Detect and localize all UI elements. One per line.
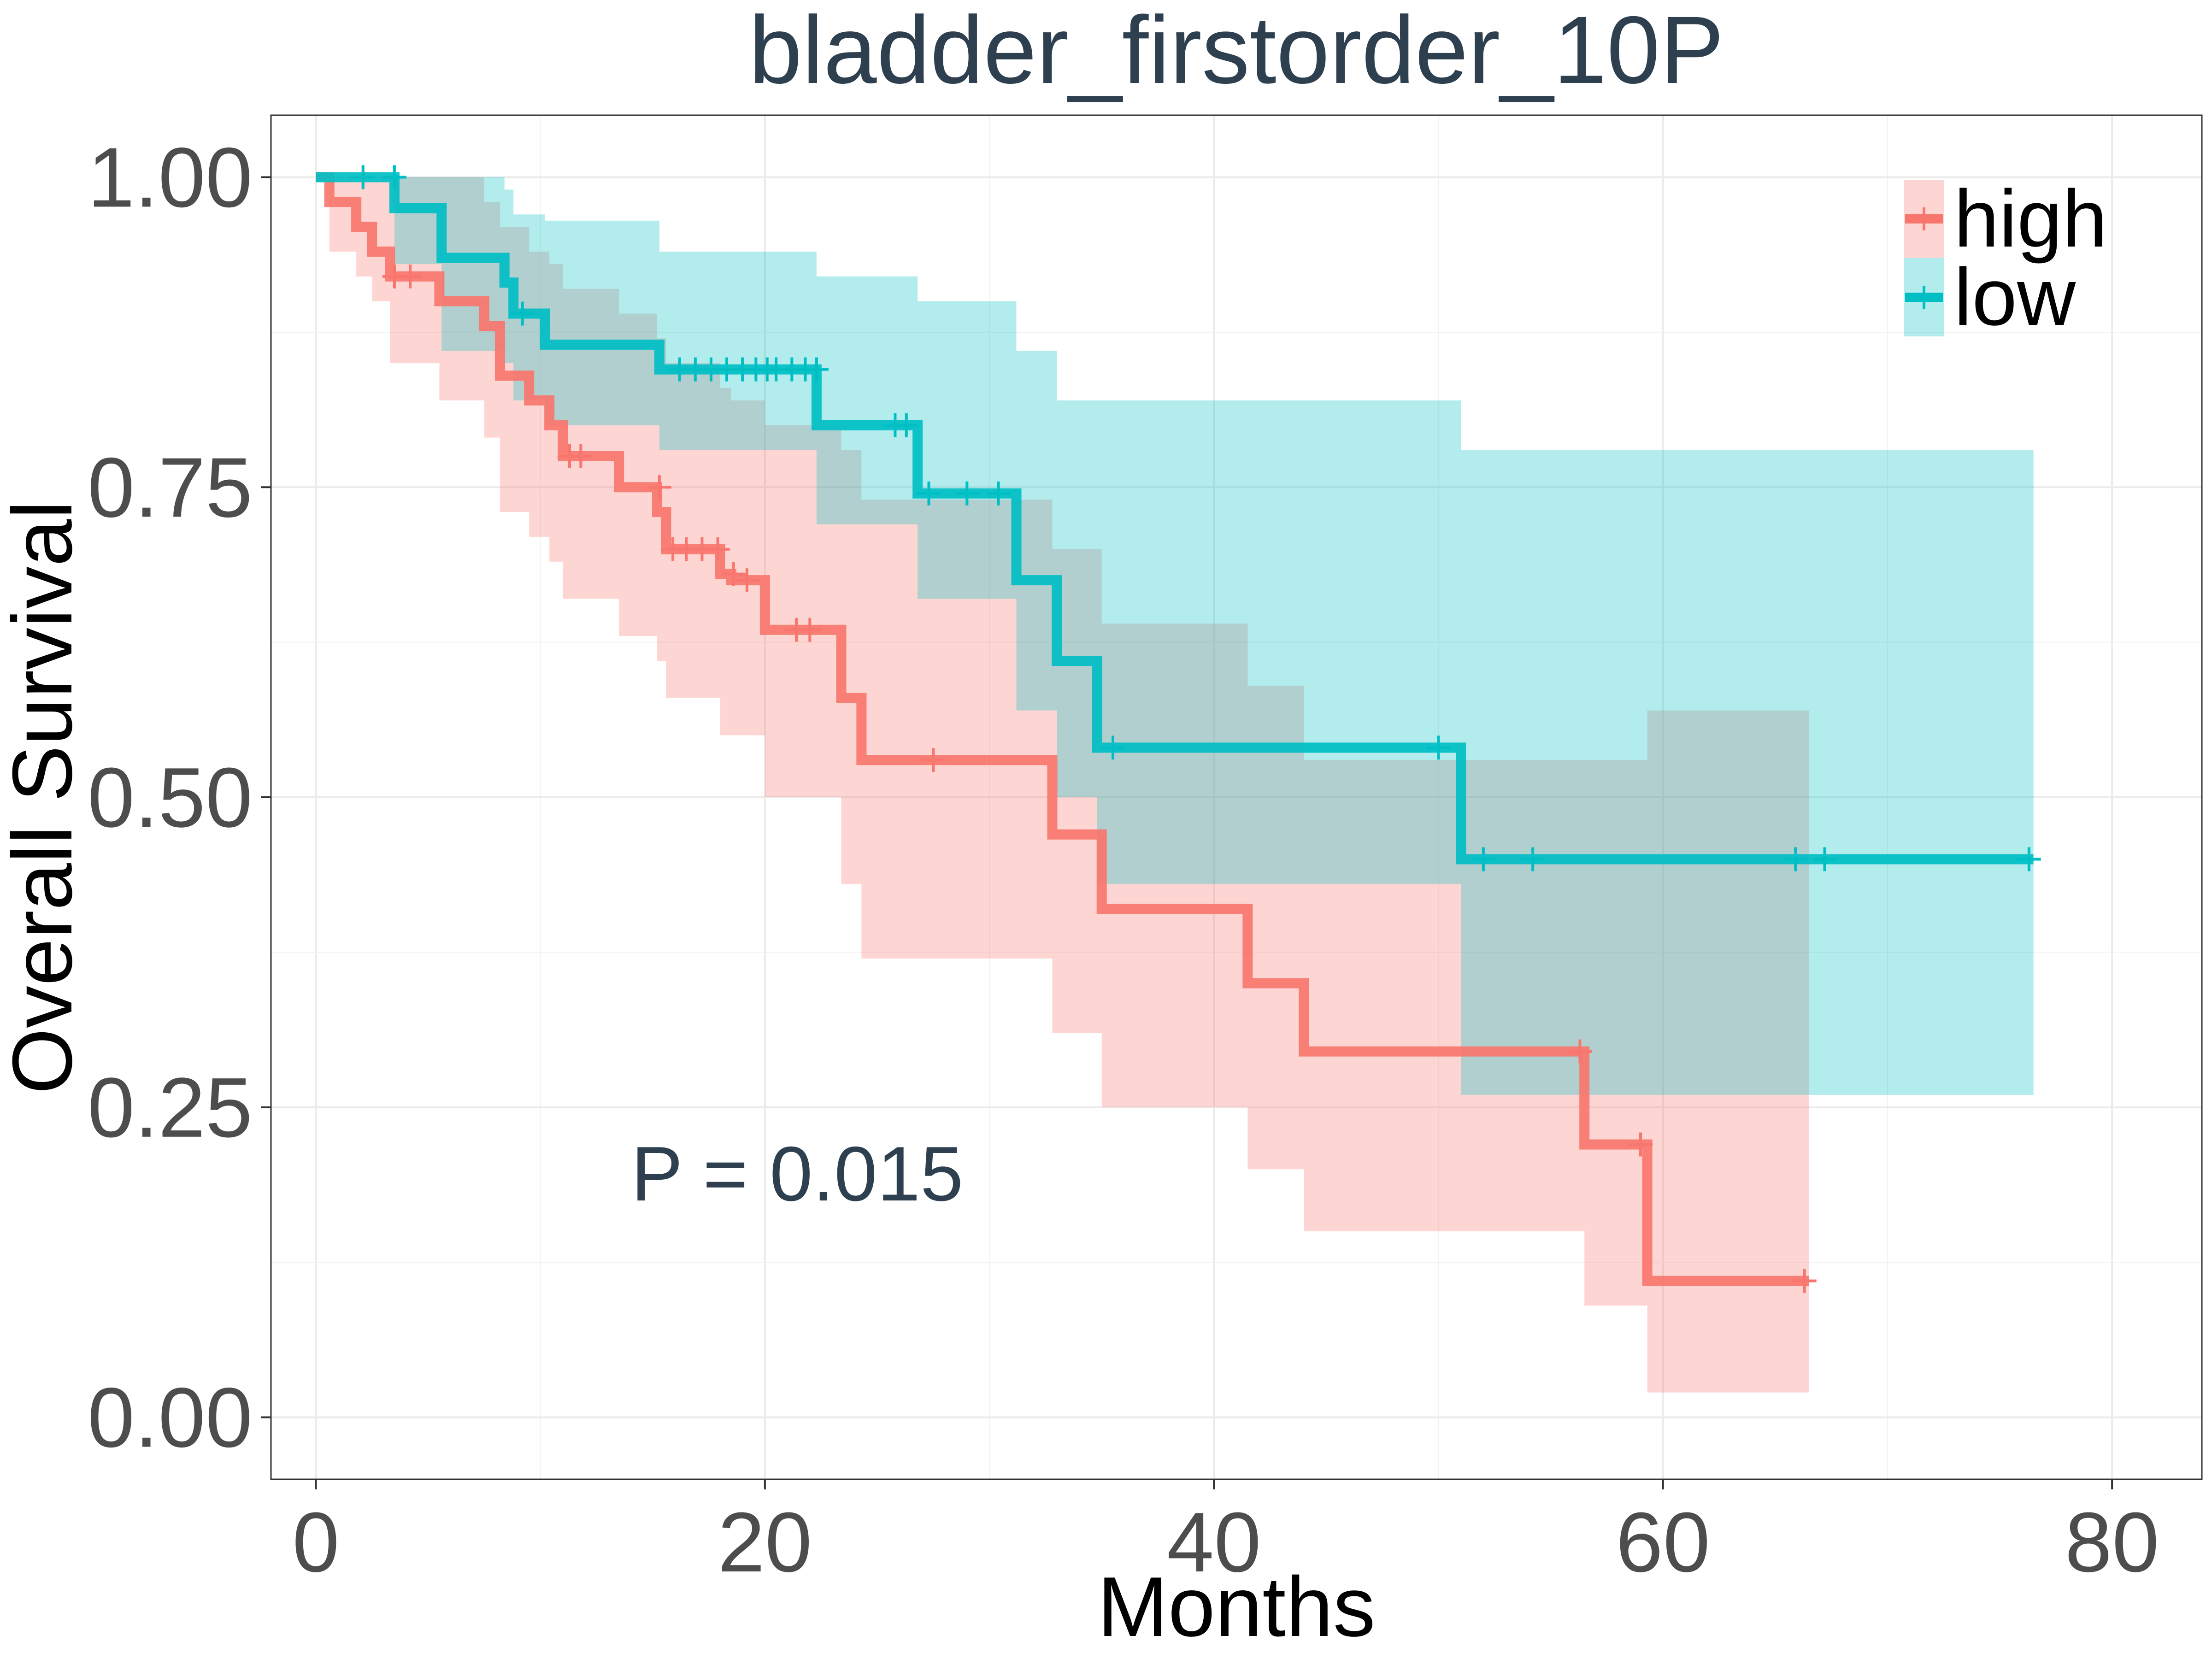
- y-axis-title: Overall Survival: [0, 500, 89, 1094]
- y-axis: 0.00 0.25 0.50 0.75 1.00: [88, 130, 271, 1465]
- legend-item-low: low: [1904, 252, 2076, 342]
- y-tick-label: 1.00: [88, 130, 253, 225]
- x-tick-label: 60: [1616, 1494, 1710, 1589]
- censor-mark-low: [382, 165, 406, 189]
- censor-mark-low: [1471, 847, 1495, 871]
- x-axis-title: Months: [1097, 1559, 1375, 1654]
- censor-mark-low: [986, 481, 1011, 506]
- ci-band-low: [316, 177, 2034, 1095]
- censor-mark-low: [510, 301, 535, 326]
- censor-mark-high: [1628, 1132, 1653, 1157]
- censor-mark-low: [804, 357, 829, 382]
- x-tick-label: 0: [292, 1494, 339, 1589]
- censor-mark-high: [721, 562, 746, 586]
- censor-mark-high: [706, 537, 730, 561]
- censor-mark-low: [917, 481, 941, 506]
- censor-mark-low: [1812, 847, 1837, 871]
- x-tick-label: 80: [2065, 1494, 2159, 1589]
- legend-label-high: high: [1954, 174, 2107, 264]
- x-tick-label: 20: [718, 1494, 812, 1589]
- legend-item-high: high: [1904, 174, 2107, 264]
- grid-lines: [271, 115, 2202, 1479]
- x-axis: 0 20 40 60 80: [292, 1479, 2159, 1589]
- legend-label-low: low: [1954, 252, 2076, 342]
- censor-mark-high: [569, 444, 593, 468]
- censor-mark-low: [1521, 847, 1545, 871]
- censor-marks: [351, 165, 2041, 1293]
- censor-mark-low: [1783, 847, 1808, 871]
- censor-mark-high: [798, 618, 822, 642]
- censor-mark-low: [351, 165, 375, 189]
- ci-band-high: [316, 177, 1809, 1393]
- censor-mark-high: [921, 748, 946, 772]
- p-value-annotation: P = 0.015: [631, 1130, 964, 1217]
- censor-mark-low: [1101, 735, 1125, 760]
- censor-mark-high: [1568, 1039, 1592, 1064]
- censor-mark-high: [398, 264, 423, 288]
- x-tick-label: 40: [1167, 1494, 1261, 1589]
- censor-mark-high: [735, 568, 759, 593]
- censor-mark-low: [1426, 735, 1451, 760]
- y-tick-label: 0.25: [88, 1060, 253, 1155]
- chart-title: bladder_firstorder_10P: [749, 0, 1724, 104]
- y-tick-label: 0.75: [88, 440, 253, 535]
- censor-mark-low: [2017, 847, 2041, 871]
- confidence-bands: [316, 177, 2034, 1393]
- censor-mark-high: [1792, 1269, 1817, 1293]
- censor-mark-low: [955, 481, 979, 506]
- y-tick-label: 0.50: [88, 750, 253, 845]
- censor-mark-high: [647, 475, 671, 500]
- censor-mark-low: [894, 413, 918, 437]
- y-tick-label: 0.00: [88, 1370, 253, 1465]
